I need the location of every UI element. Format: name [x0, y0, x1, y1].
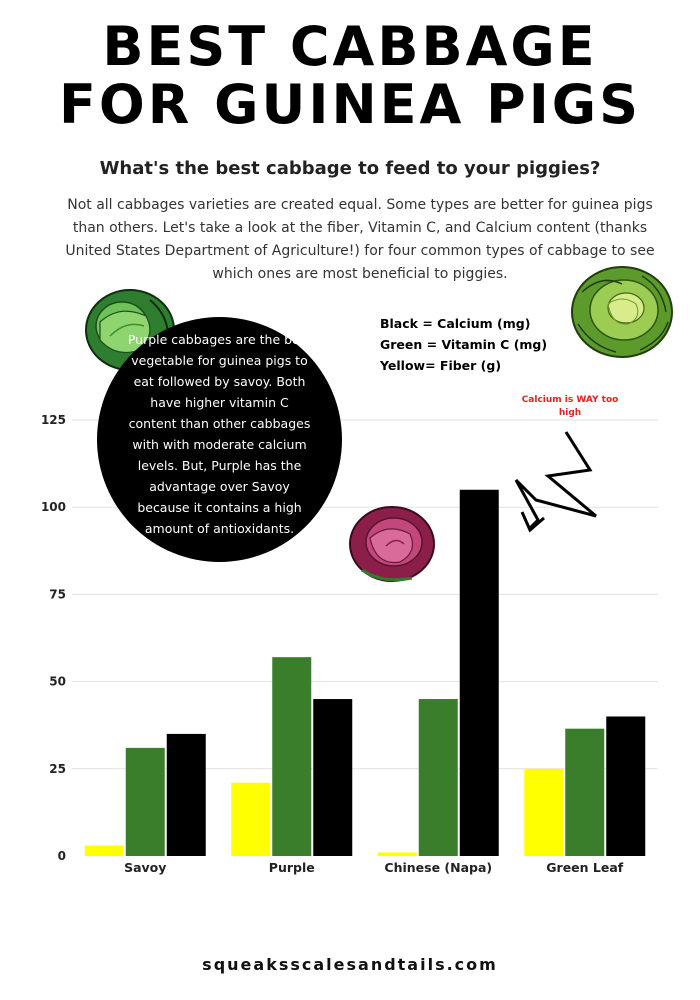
x-tick-label: Purple	[269, 860, 315, 875]
bar	[459, 489, 499, 856]
legend: Black = Calcium (mg) Green = Vitamin C (…	[380, 313, 547, 376]
y-tick-label: 0	[58, 849, 66, 863]
bar	[166, 733, 206, 856]
bar	[377, 852, 417, 856]
legend-vitamin-c: Green = Vitamin C (mg)	[380, 337, 548, 352]
arrow-icon	[514, 431, 597, 533]
legend-fiber: Yellow= Fiber (g)	[380, 358, 502, 373]
y-tick-label: 75	[49, 587, 66, 601]
x-tick-label: Chinese (Napa)	[384, 860, 492, 875]
bar	[524, 768, 564, 856]
x-tick-labels: Savoy Purple Chinese (Napa) Green Leaf	[124, 860, 624, 875]
savoy-cabbage-icon	[571, 266, 673, 358]
intro-paragraph: Not all cabbages varieties are created e…	[65, 197, 655, 282]
chart-bars	[84, 489, 646, 856]
bar	[418, 699, 458, 856]
x-tick-label: Savoy	[124, 860, 166, 875]
y-tick-label: 25	[49, 762, 66, 776]
title-line-2: FOR GUINEA PIGS	[59, 73, 641, 136]
bar	[125, 747, 165, 856]
page-title: BEST CABBAGE FOR GUINEA PIGS	[0, 18, 700, 134]
title-line-1: BEST CABBAGE	[102, 15, 598, 78]
bar	[313, 699, 353, 856]
y-tick-labels: 0 25 50 75 100 125	[41, 413, 66, 863]
purple-cabbage-icon	[349, 506, 435, 582]
subtitle: What's the best cabbage to feed to your …	[99, 158, 601, 179]
y-tick-label: 100	[41, 500, 66, 514]
bar	[84, 845, 124, 856]
bar	[606, 716, 646, 856]
bar	[231, 782, 271, 856]
y-tick-label: 50	[49, 675, 66, 689]
footer-site: squeaksscalesandtails.com	[202, 955, 498, 974]
bar	[565, 728, 605, 856]
x-tick-label: Green Leaf	[546, 860, 624, 875]
legend-calcium: Black = Calcium (mg)	[380, 316, 531, 331]
callout-text: Purple cabbages are the best vegetable f…	[127, 331, 312, 536]
callout-bubble: Purple cabbages are the best vegetable f…	[97, 317, 342, 562]
bar	[272, 657, 312, 856]
y-tick-label: 125	[41, 413, 66, 427]
calcium-annotation: Calcium is WAY too high	[521, 395, 619, 418]
